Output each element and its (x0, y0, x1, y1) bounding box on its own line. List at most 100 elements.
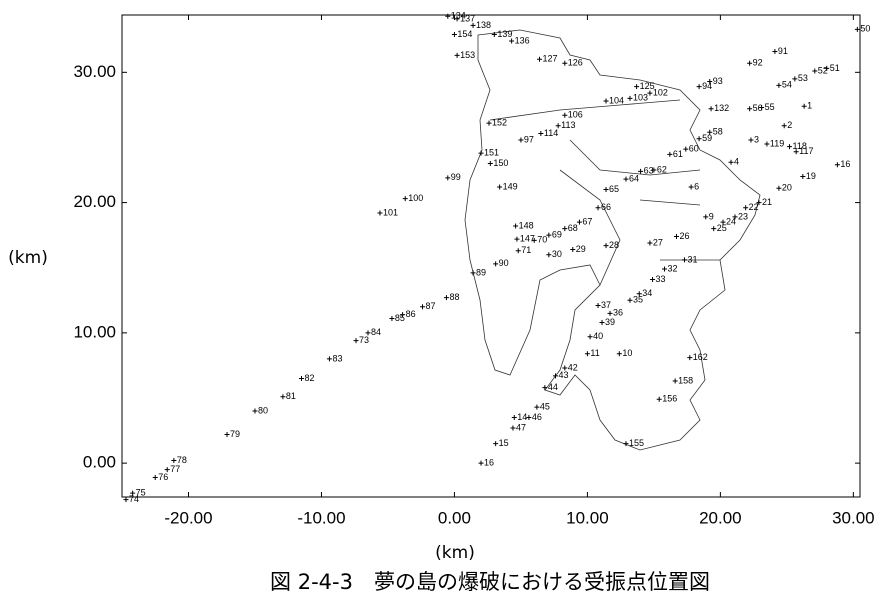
point-label: 114 (544, 128, 558, 138)
point (534, 404, 540, 410)
point-label: 44 (548, 382, 558, 392)
point (454, 16, 460, 22)
point-label: 39 (605, 317, 615, 327)
point (389, 316, 395, 322)
point-label: 25 (717, 223, 727, 233)
point-label: 11 (590, 348, 599, 358)
point-label: 147 (520, 233, 535, 243)
point (647, 240, 653, 246)
point (776, 185, 782, 191)
point (445, 13, 451, 19)
point (834, 162, 840, 168)
point-label: 84 (371, 327, 381, 337)
point-label: 91 (778, 46, 788, 56)
point-label: 90 (499, 258, 509, 268)
point-label: 30 (552, 249, 562, 259)
point-label: 67 (582, 217, 592, 227)
point (792, 76, 798, 82)
point-label: 36 (613, 308, 623, 318)
y-tick-label: 20.00 (73, 192, 116, 211)
point (638, 168, 644, 174)
x-tick-label: -10.00 (297, 508, 345, 527)
point (445, 175, 451, 181)
point-label: 35 (633, 295, 643, 305)
point (623, 441, 629, 447)
point-label: 27 (653, 237, 663, 247)
point (546, 232, 552, 238)
point (224, 431, 230, 437)
point-label: 99 (451, 172, 461, 182)
point (537, 56, 543, 62)
point-label: 32 (668, 263, 678, 273)
point-label: 42 (568, 362, 578, 372)
point (152, 474, 158, 480)
point-label: 117 (799, 146, 813, 156)
point (513, 223, 519, 229)
point (801, 103, 807, 109)
point (555, 123, 561, 129)
point-label: 155 (629, 438, 644, 448)
point-label: 149 (503, 181, 518, 191)
point (130, 490, 136, 496)
point-label: 101 (383, 207, 398, 217)
point (728, 159, 734, 165)
point-label: 24 (726, 217, 736, 227)
point (793, 149, 799, 155)
point-label: 78 (177, 455, 187, 465)
point (688, 184, 694, 190)
point-label: 47 (516, 422, 526, 432)
point (616, 351, 622, 357)
point (711, 226, 717, 232)
point (812, 68, 818, 74)
point (703, 214, 709, 220)
point-label: 77 (170, 464, 180, 474)
point (552, 373, 558, 379)
point-label: 125 (640, 81, 655, 91)
point (603, 187, 609, 193)
point-label: 2 (787, 120, 792, 130)
point (123, 497, 129, 503)
point-label: 103 (633, 93, 648, 103)
point-label: 29 (576, 244, 586, 254)
point (491, 32, 497, 38)
point-label: 1 (807, 101, 812, 111)
point (478, 150, 484, 156)
point-label: 43 (558, 370, 568, 380)
point-label: 3 (754, 134, 759, 144)
point (562, 365, 568, 371)
point-label: 26 (679, 231, 689, 241)
point (546, 252, 552, 258)
point-label: 100 (408, 193, 423, 203)
point-label: 34 (642, 288, 652, 298)
point-label: 85 (395, 313, 405, 323)
point-label: 6 (694, 181, 699, 191)
point-label: 56 (753, 103, 763, 113)
point (743, 205, 749, 211)
point (747, 106, 753, 112)
point-label: 69 (552, 230, 562, 240)
point-label: 88 (449, 292, 459, 302)
point (562, 60, 568, 66)
point (707, 129, 713, 135)
point-label: 59 (702, 133, 712, 143)
point (681, 257, 687, 263)
point (647, 90, 653, 96)
point-label: 16 (484, 458, 494, 468)
point-label: 148 (519, 220, 534, 230)
point (707, 78, 713, 84)
point-label: 118 (793, 141, 807, 151)
point (402, 196, 408, 202)
point-label: 19 (806, 171, 816, 181)
point (451, 32, 457, 38)
y-tick-label: 10.00 (73, 322, 116, 341)
point-label: 9 (709, 211, 714, 221)
point-label: 4 (734, 157, 739, 167)
point-label: 68 (568, 223, 578, 233)
point (607, 310, 613, 316)
point (651, 167, 657, 173)
point-label: 152 (492, 117, 507, 127)
point-label: 65 (609, 184, 619, 194)
point-label: 23 (738, 211, 748, 221)
point (509, 38, 515, 44)
